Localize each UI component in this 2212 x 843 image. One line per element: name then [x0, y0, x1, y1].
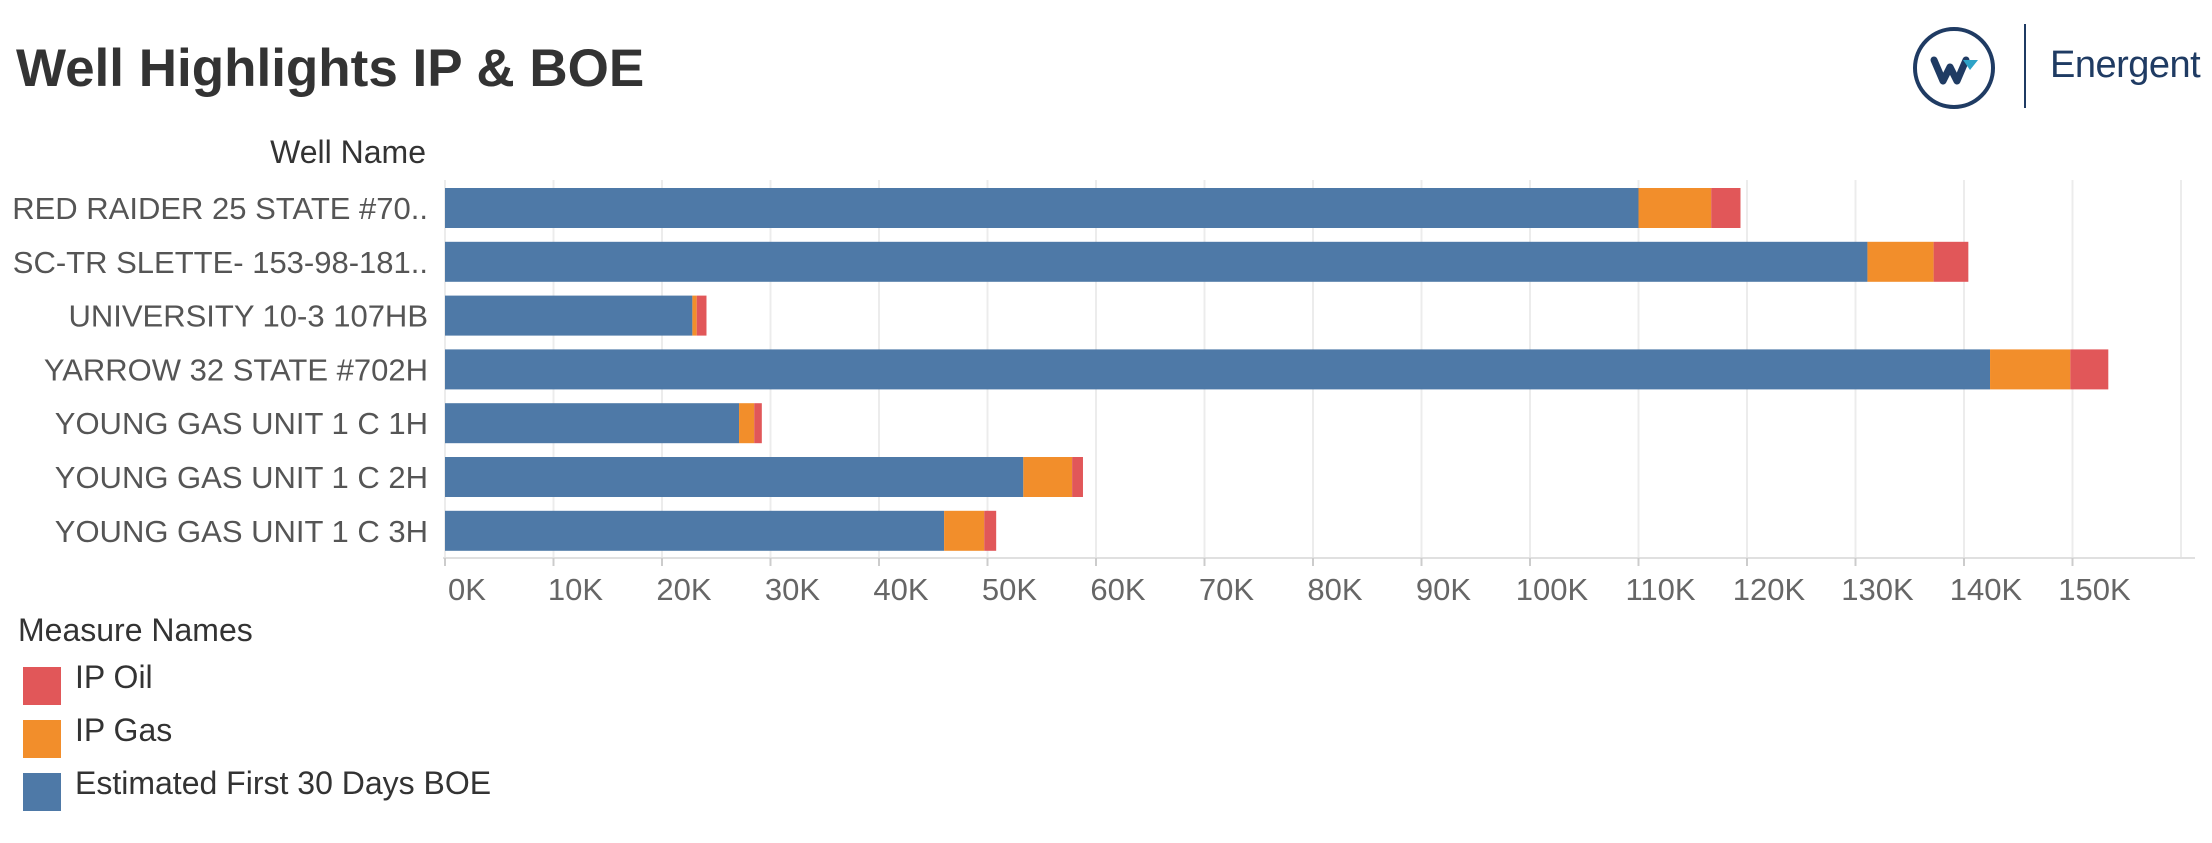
category-label: YOUNG GAS UNIT 1 C 3H	[55, 514, 428, 549]
legend-item-ip-oil: IP Oil	[18, 659, 253, 712]
x-tick-label: 140K	[1950, 572, 2023, 607]
legend-item-ip-gas: IP Gas	[18, 712, 253, 765]
legend-swatch-ip-gas	[23, 720, 61, 758]
bar-segment	[445, 295, 693, 336]
legend-label-ip-gas: IP Gas	[75, 712, 173, 748]
bar-segment	[2070, 349, 2109, 390]
category-label: SC-TR SLETTE- 153-98-181..	[13, 245, 428, 280]
category-label: YOUNG GAS UNIT 1 C 1H	[55, 406, 428, 441]
bar-segment	[754, 403, 762, 444]
bar-segment	[1023, 457, 1073, 497]
x-tick-label: 110K	[1625, 572, 1695, 607]
x-tick-label: 50K	[982, 572, 1037, 607]
bar-segment	[445, 510, 945, 551]
category-label: YARROW 32 STATE #702H	[44, 352, 428, 387]
x-tick-label: 40K	[873, 572, 928, 607]
logo-mark-icon	[1913, 27, 1995, 109]
bar-segment	[1072, 457, 1083, 497]
bar-segment	[1933, 241, 1969, 282]
bar-segment	[445, 241, 1868, 282]
bar-segment	[984, 510, 997, 551]
x-tick-label: 10K	[548, 572, 603, 607]
legend: Measure Names IP Oil IP Gas Estimated Fi…	[18, 612, 491, 818]
bar-segment	[445, 457, 1024, 497]
legend-label-boe: Estimated First 30 Days BOE	[75, 765, 492, 801]
bar-segment	[445, 349, 1991, 390]
x-tick-label: 0K	[448, 572, 486, 607]
category-label: YOUNG GAS UNIT 1 C 2H	[55, 460, 428, 495]
brand-logo: Energent	[1910, 24, 2201, 114]
x-tick-label: 150K	[2058, 572, 2131, 607]
legend-title: Measure Names	[18, 612, 253, 648]
bar-segment	[1638, 188, 1712, 228]
bar-segment	[692, 295, 697, 336]
x-tick-label: 120K	[1733, 572, 1806, 607]
x-tick-label: 90K	[1416, 572, 1471, 607]
legend-swatch-ip-oil	[23, 667, 61, 705]
bar-segment	[1711, 188, 1741, 228]
y-axis-title: Well Name	[270, 134, 426, 170]
category-label: UNIVERSITY 10-3 107HB	[68, 299, 428, 334]
x-tick-label: 130K	[1841, 572, 1914, 607]
stacked-bar-chart: Well Name RED RAIDER 25 STATE #70.. SC-TR …	[12, 134, 2195, 607]
x-tick-label: 100K	[1516, 572, 1589, 607]
legend-swatch-boe	[23, 773, 61, 811]
x-tick-label: 70K	[1199, 572, 1254, 607]
x-tick-label: 20K	[656, 572, 711, 607]
bar-segment	[944, 510, 985, 551]
bar-segment	[445, 403, 740, 444]
page-title: Well Highlights IP & BOE	[16, 39, 645, 98]
legend-item-boe: Estimated First 30 Days BOE	[18, 765, 491, 818]
bar-segment	[696, 295, 707, 336]
bar-segment	[445, 188, 1639, 228]
bar-segment	[1867, 241, 1934, 282]
category-label: RED RAIDER 25 STATE #70..	[12, 191, 428, 226]
x-tick-label: 80K	[1307, 572, 1362, 607]
x-tick-label: 60K	[1090, 572, 1145, 607]
x-tick-label: 30K	[765, 572, 820, 607]
legend-label-ip-oil: IP Oil	[75, 659, 153, 695]
logo-wordmark: Energent	[2050, 44, 2201, 86]
bar-segment	[739, 403, 755, 444]
bar-segment	[1990, 349, 2071, 390]
logo-divider	[2024, 24, 2026, 108]
